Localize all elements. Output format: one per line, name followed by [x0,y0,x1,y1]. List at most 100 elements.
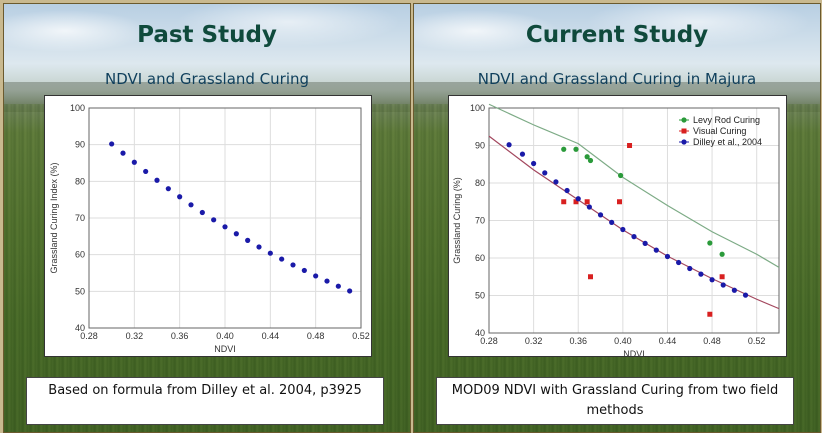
x-tick-label: 0.36 [171,331,189,341]
x-tick-label: 0.32 [525,336,543,346]
x-axis-label: NDVI [214,344,236,354]
data-point [143,168,149,175]
left-heading: Past Study [137,22,277,48]
right-caption: MOD09 NDVI with Grassland Curing from tw… [436,377,794,425]
series-3 [506,142,749,298]
data-point [165,186,171,192]
data-point [564,187,570,194]
legend-entry: Levy Rod Curing [693,115,760,125]
x-tick-label: 0.28 [80,331,98,341]
y-tick-label: 50 [75,286,85,296]
data-point [256,244,262,250]
data-point [653,247,659,253]
data-point [211,217,217,223]
data-point [519,151,526,157]
y-tick-label: 50 [475,291,485,301]
data-point [301,267,307,274]
data-point [709,277,715,283]
right-chart: 0.28 0.32 0.36 0.40 0.44 0.48 0.52 40 50 60 70 80 90… [448,95,787,357]
data-point [199,209,205,216]
legend-swatch [681,128,687,134]
data-point [506,142,512,148]
data-point [109,141,115,147]
data-point [290,262,296,268]
data-point [707,240,713,246]
y-tick-label: 60 [75,250,85,260]
data-point [335,283,341,289]
data-point [687,265,693,272]
data-point [642,240,648,246]
right-subtitle: NDVI and Grassland Curing in Majura [477,70,757,88]
data-point [584,199,590,205]
left-chart: 0.28 0.32 0.36 0.40 0.44 0.48 0.52 40 50 60 70 80 90… [44,95,372,357]
data-point [597,212,604,218]
y-tick-label: 80 [475,178,485,188]
data-point [664,253,671,260]
sky-background [414,4,820,94]
y-tick-label: 100 [470,103,485,113]
right-chart-svg: 0.28 0.32 0.36 0.40 0.44 0.48 0.52 40 50 60 70 80 90… [452,103,780,356]
data-point [324,278,330,284]
data-point [586,204,592,210]
x-tick-label: 0.52 [352,331,370,341]
data-point [627,143,633,148]
sky-background [4,4,410,94]
data-point [698,271,704,277]
data-point [573,146,579,152]
data-point [575,196,581,202]
data-point [720,282,726,288]
data-point [267,250,273,256]
data-point [707,311,713,317]
x-tick-label: 0.32 [126,331,144,341]
x-tick-label: 0.40 [614,336,632,346]
data-point [553,179,559,185]
data-point [120,150,126,156]
left-chart-svg: 0.28 0.32 0.36 0.40 0.44 0.48 0.52 40 50 60 70 80 90… [49,103,370,354]
series-2 [561,143,725,317]
data-point [245,237,251,243]
y-tick-label: 60 [475,253,485,263]
y-tick-label: 90 [475,141,485,151]
y-tick-label: 80 [75,176,85,186]
data-point [561,146,567,152]
y-tick-label: 100 [70,103,85,113]
x-tick-label: 0.48 [307,331,325,341]
trend-line-1 [488,103,780,268]
data-point [588,274,593,280]
y-tick-label: 70 [75,213,85,223]
data-point [676,259,682,266]
grid-lines [88,107,362,329]
data-point [742,292,749,298]
left-subtitle: NDVI and Grassland Curing [104,70,310,88]
data-point [347,288,353,294]
y-tick-label: 40 [475,328,485,338]
y-tick-label: 90 [75,140,85,150]
x-tick-label: 0.44 [262,331,280,341]
x-tick-label: 0.48 [703,336,721,346]
legend-entry: Visual Curing [693,126,746,136]
data-point [584,154,590,160]
x-tick-label: 0.52 [748,336,766,346]
data-point [719,251,725,257]
legend-entry: Dilley et al., 2004 [693,137,762,147]
x-axis-label: NDVI [623,349,645,356]
legend-swatch [681,139,687,145]
x-tick-label: 0.44 [659,336,677,346]
right-panel: Current Study NDVI and Grassland Curing … [413,3,821,433]
data-point [631,234,637,240]
plot-frame [488,107,780,334]
right-heading: Current Study [525,22,709,48]
y-axis-label: Grassland Curing (%) [452,177,462,264]
data-point [531,160,537,167]
plot-frame [88,107,362,329]
x-tick-label: 0.28 [480,336,498,346]
data-point [313,273,319,279]
data-point [573,199,579,205]
data-point [542,170,548,176]
y-tick-label: 70 [475,216,485,226]
series-1 [109,141,353,294]
data-point [587,157,594,164]
data-point [188,202,194,208]
left-caption: Based on formula from Dilley et al. 2004… [26,377,384,425]
